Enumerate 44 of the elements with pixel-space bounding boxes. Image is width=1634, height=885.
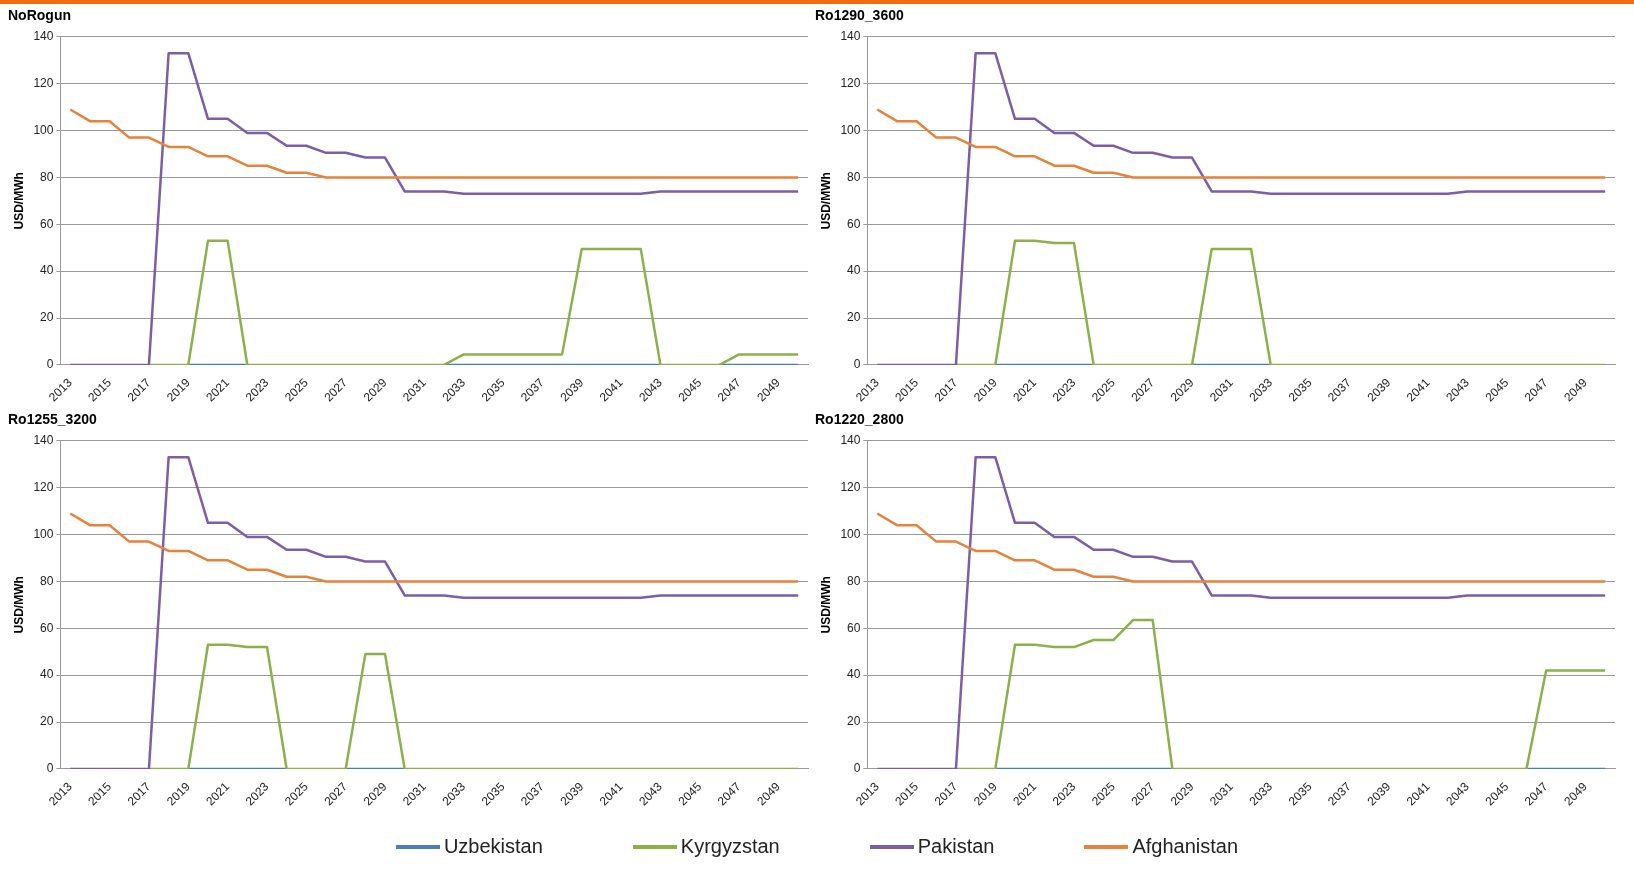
y-tick-label: 0 — [46, 357, 54, 372]
y-tick-label: 60 — [40, 216, 54, 231]
legend-label: Uzbekistan — [443, 835, 543, 858]
y-tick-label: 120 — [33, 75, 54, 90]
y-tick-label: 0 — [46, 761, 54, 776]
y-axis-title: USD/MWh — [818, 172, 833, 230]
y-tick-label: 120 — [840, 479, 861, 494]
y-tick-label: 20 — [40, 714, 54, 729]
y-tick-label: 20 — [847, 310, 861, 325]
y-tick-label: 40 — [847, 263, 861, 278]
chart-title: NoRogun — [8, 7, 71, 24]
y-tick-label: 120 — [33, 479, 54, 494]
y-tick-label: 60 — [847, 620, 861, 635]
y-tick-label: 80 — [847, 169, 861, 184]
legend-label: Afghanistan — [1132, 835, 1239, 858]
y-axis-title: USD/MWh — [11, 576, 26, 634]
y-axis-title: USD/MWh — [818, 576, 833, 634]
y-tick-label: 80 — [40, 169, 54, 184]
y-tick-label: 60 — [40, 620, 54, 635]
y-tick-label: 60 — [847, 216, 861, 231]
y-tick-label: 140 — [33, 433, 54, 448]
legend-label: Pakistan — [917, 835, 995, 858]
y-tick-label: 140 — [840, 433, 861, 448]
y-tick-label: 0 — [853, 761, 861, 776]
y-tick-label: 40 — [40, 263, 54, 278]
y-tick-label: 100 — [33, 526, 54, 541]
y-tick-label: 140 — [840, 29, 861, 44]
y-tick-label: 80 — [847, 573, 861, 588]
y-tick-label: 100 — [840, 122, 861, 137]
y-axis-title: USD/MWh — [11, 172, 26, 230]
y-tick-label: 140 — [33, 29, 54, 44]
y-tick-label: 80 — [40, 573, 54, 588]
y-tick-label: 100 — [840, 526, 861, 541]
chart-title: Ro1220_2800 — [815, 411, 904, 428]
y-tick-label: 20 — [40, 310, 54, 325]
chart-title: Ro1255_3200 — [8, 411, 97, 428]
y-tick-label: 20 — [847, 714, 861, 729]
legend-label: Kyrgyzstan — [680, 835, 780, 858]
y-tick-label: 0 — [853, 357, 861, 372]
y-tick-label: 100 — [33, 122, 54, 137]
y-tick-label: 40 — [847, 667, 861, 682]
y-tick-label: 40 — [40, 667, 54, 682]
y-tick-label: 120 — [840, 75, 861, 90]
chart-title: Ro1290_3600 — [815, 7, 904, 24]
